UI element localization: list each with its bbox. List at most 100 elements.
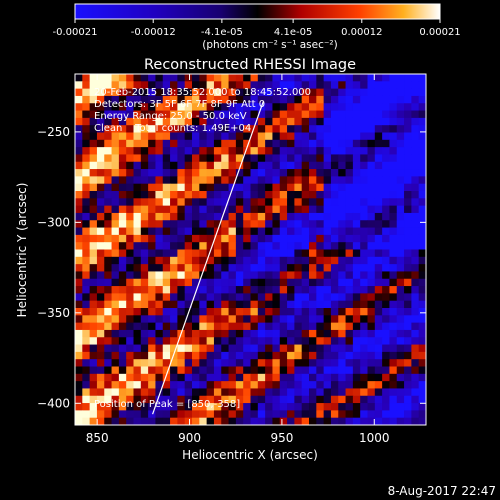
heatmap-cell [235, 264, 244, 272]
heatmap-cell [418, 417, 426, 425]
heatmap-cell [111, 403, 120, 411]
heatmap-cell [82, 351, 91, 360]
heatmap-cell [301, 264, 310, 272]
heatmap-cell [316, 403, 325, 411]
heatmap-cell [89, 249, 98, 258]
heatmap-cell [243, 278, 251, 287]
heatmap-cell [323, 395, 332, 404]
heatmap-cell [228, 161, 237, 170]
heatmap-cell [345, 132, 354, 141]
heatmap-cell [374, 278, 383, 287]
heatmap-cell [367, 264, 376, 272]
heatmap-cell [382, 286, 390, 294]
heatmap-cell [411, 220, 420, 228]
heatmap-cell [170, 117, 178, 126]
colorbar-tick-label: -0.00021 [53, 27, 98, 38]
heatmap-cell [382, 366, 390, 375]
heatmap-cell [265, 234, 273, 243]
heatmap-cell [352, 74, 361, 82]
heatmap-cell [140, 212, 149, 221]
heatmap-cell [133, 381, 142, 389]
heatmap-cell [199, 271, 208, 280]
heatmap-cell [294, 293, 303, 302]
heatmap-cell [330, 293, 339, 302]
heatmap-cell [294, 308, 303, 316]
heatmap-cell [104, 286, 112, 294]
heatmap-cell [418, 300, 426, 309]
heatmap-cell [367, 103, 376, 111]
heatmap-cell [155, 110, 164, 119]
heatmap-cell [177, 132, 186, 141]
heatmap-cell [316, 359, 325, 367]
heatmap-cell [323, 220, 332, 228]
heatmap-cell [352, 286, 361, 294]
heatmap-cell [257, 132, 266, 141]
heatmap-cell [243, 366, 251, 375]
heatmap-cell [316, 117, 325, 126]
heatmap-cell [279, 417, 288, 425]
heatmap-cell [199, 191, 208, 199]
heatmap-cell [133, 388, 142, 397]
heatmap-cell [221, 256, 229, 265]
heatmap-cell [418, 286, 426, 294]
heatmap-cell [287, 417, 295, 425]
heatmap-cell [213, 242, 222, 250]
heatmap-cell [213, 344, 222, 353]
heatmap-cell [389, 249, 398, 258]
heatmap-cell [316, 264, 325, 272]
heatmap-cell [265, 366, 273, 375]
heatmap-cell [265, 256, 273, 265]
heatmap-cell [228, 286, 237, 294]
heatmap-cell [265, 403, 273, 411]
heatmap-cell [184, 256, 193, 265]
heatmap-cell [382, 278, 390, 287]
heatmap-cell [250, 315, 259, 324]
heatmap-cell [404, 81, 412, 90]
heatmap-cell [155, 234, 164, 243]
heatmap-cell [352, 139, 361, 148]
heatmap-cell [279, 286, 288, 294]
heatmap-cell [323, 388, 332, 397]
heatmap-cell [389, 147, 398, 155]
heatmap-cell [316, 125, 325, 133]
heatmap-cell [111, 242, 120, 250]
heatmap-cell [367, 234, 376, 243]
heatmap-cell [155, 95, 164, 104]
heatmap-cell [404, 227, 412, 236]
heatmap-cell [206, 154, 215, 163]
heatmap-cell [199, 103, 208, 111]
heatmap-cell [184, 359, 193, 367]
heatmap-cell [389, 271, 398, 280]
heatmap-cell [243, 110, 251, 119]
heatmap-cell [192, 191, 200, 199]
heatmap-cell [243, 308, 251, 316]
heatmap-cell [411, 242, 420, 250]
heatmap-cell [96, 300, 105, 309]
heatmap-cell [199, 381, 208, 389]
heatmap-cell [389, 395, 398, 404]
heatmap-cell [265, 249, 273, 258]
heatmap-cell [192, 220, 200, 228]
heatmap-cell [360, 322, 368, 331]
heatmap-cell [309, 183, 317, 192]
heatmap-cell [75, 227, 83, 236]
heatmap-cell [316, 103, 325, 111]
heatmap-cell [243, 264, 251, 272]
heatmap-cell [404, 293, 412, 302]
heatmap-cell [374, 205, 383, 214]
heatmap-cell [228, 169, 237, 177]
heatmap-cell [287, 410, 295, 419]
heatmap-cell [235, 351, 244, 360]
heatmap-cell [140, 381, 149, 389]
heatmap-cell [177, 198, 186, 207]
heatmap-cell [374, 103, 383, 111]
heatmap-cell [126, 183, 134, 192]
heatmap-cell [316, 161, 325, 170]
heatmap-cell [104, 249, 112, 258]
heatmap-cell [287, 183, 295, 192]
heatmap-cell [287, 212, 295, 221]
heatmap-cell [75, 234, 83, 243]
heatmap-cell [206, 81, 215, 90]
heatmap-cell [235, 388, 244, 397]
heatmap-cell [96, 117, 105, 126]
